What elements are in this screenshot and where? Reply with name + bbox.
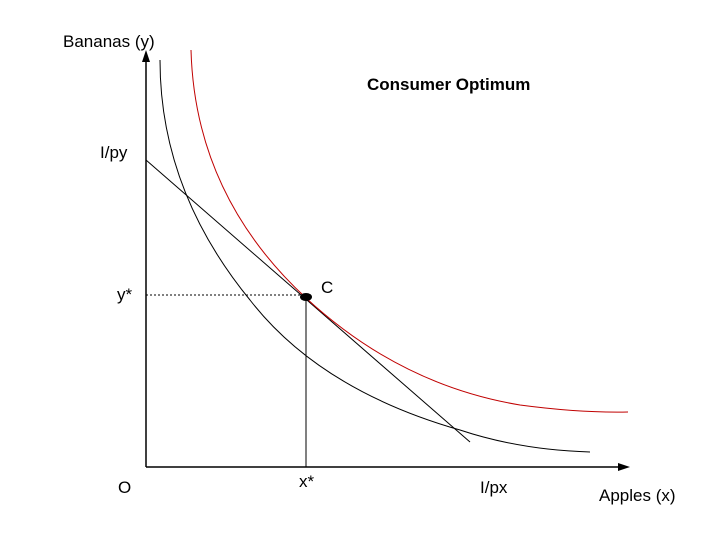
x-axis-label: Apples (x) — [599, 486, 676, 505]
optimum-point-label: C — [321, 278, 334, 297]
y-axis-label: Bananas (y) — [63, 32, 155, 51]
origin-label: O — [118, 478, 132, 497]
higher-indifference-curve — [190, 49, 629, 413]
x-intercept-label: I/px — [480, 478, 508, 497]
y-intercept-label: I/py — [100, 143, 128, 162]
y-axis-arrowhead — [142, 50, 150, 62]
x-axis-arrowhead — [618, 463, 630, 471]
optimum-x-label: x* — [299, 472, 315, 491]
diagram-title: Consumer Optimum — [367, 75, 531, 94]
optimum-y-label: y* — [117, 285, 133, 304]
budget-line — [145, 159, 471, 443]
optimum-point-c — [300, 293, 312, 301]
lower-indifference-curve — [159, 59, 591, 453]
